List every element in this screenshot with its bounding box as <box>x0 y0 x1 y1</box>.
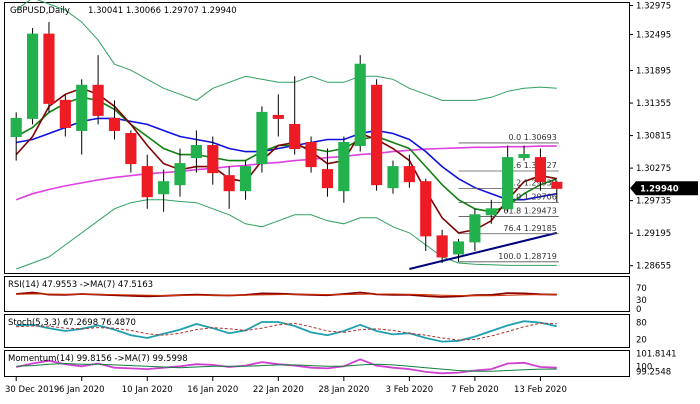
stoch-signal-line <box>16 322 557 341</box>
time-tick-label: 10 Jan 2020 <box>122 385 173 395</box>
candle-body <box>223 175 235 192</box>
candle-body <box>239 166 252 192</box>
indicator-panels: 70 300 RSI(14) 47.9553 ->MA(7) 47.5163 80 20… <box>8 280 677 378</box>
candle-body <box>436 235 448 258</box>
candle-body <box>10 117 22 137</box>
overlay-line <box>16 199 557 270</box>
momentum-tick-label: 101.8141 <box>636 350 677 360</box>
candle-body <box>452 241 465 255</box>
time-tick-label: 16 Jan 2020 <box>187 385 238 395</box>
momentum-tick-label: 99.2548 <box>636 368 671 378</box>
candle-body <box>272 114 284 119</box>
price-axis: 1.32975 1.32495 1.31895 1.31355 1.30815 1.302… <box>629 2 671 272</box>
candle-body <box>190 145 202 159</box>
fibonacci-levels: 0.0 1.30693 23.6 1.30227 38.2 1.29939 50.0 … <box>458 133 559 263</box>
fib-label: 0.0 1.30693 <box>508 133 556 142</box>
candle-body <box>26 33 39 119</box>
rsi-tick-label: 0 <box>636 305 641 315</box>
candlesticks <box>10 22 563 263</box>
ohlc-label: 1.30041 1.30066 1.29707 1.29940 <box>88 6 237 16</box>
overlay-line <box>15 145 557 201</box>
candle-body <box>207 145 219 174</box>
symbol-label: GBPUSD,Daily <box>10 6 70 16</box>
momentum-tick-label: 100 <box>636 362 652 372</box>
rsi-label: RSI(14) 47.9553 ->MA(7) 47.5163 <box>8 280 153 290</box>
price-tick-label: 1.30815 <box>636 132 671 142</box>
candle-body <box>338 142 350 192</box>
candle-body <box>305 142 317 168</box>
candle-body <box>125 132 137 165</box>
fib-label: 38.2 1.29939 <box>503 178 556 187</box>
time-tick-label: 22 Jan 2020 <box>253 385 304 395</box>
candle-body <box>59 99 71 128</box>
current-price-label: 1.29940 <box>640 184 679 194</box>
price-tick-label: 1.31355 <box>636 99 671 109</box>
time-tick-label: 28 Jan 2020 <box>318 385 369 395</box>
price-tick-label: 1.29195 <box>636 229 671 239</box>
time-tick-label: 6 Jan 2020 <box>59 385 105 395</box>
candle-body <box>108 117 121 131</box>
candle-body <box>321 169 334 189</box>
candle-body <box>403 166 415 183</box>
candle-body <box>289 123 301 150</box>
time-tick-label: 30 Dec 2019 <box>5 385 59 395</box>
time-tick-label: 7 Feb 2020 <box>451 385 499 395</box>
rsi-tick-label: 30 <box>636 296 647 306</box>
price-tick-label: 1.32975 <box>636 2 671 12</box>
price-tick-label: 1.28655 <box>636 262 671 272</box>
stoch-panel-frame <box>4 314 630 348</box>
candle-body <box>174 163 186 186</box>
stoch-label: Stoch(5,3,3) 67.2698 76.4870 <box>8 318 136 328</box>
candle-body <box>371 84 383 186</box>
candle-body <box>518 154 530 159</box>
overlay-line <box>15 87 557 234</box>
candle-body <box>420 181 432 237</box>
time-tick-label: 3 Feb 2020 <box>386 385 434 395</box>
price-tick-label: 1.32495 <box>636 30 671 40</box>
momentum-signal-line <box>16 362 557 372</box>
candle-body <box>387 166 399 189</box>
price-tick-label: 1.31895 <box>636 67 671 77</box>
candle-body <box>485 208 497 216</box>
stoch-tick-label: 20 <box>636 335 647 345</box>
candle-body <box>551 181 563 189</box>
rsi-panel-frame <box>4 276 630 312</box>
time-axis: 30 Dec 2019 6 Jan 2020 10 Jan 2020 16 Jan 2… <box>5 377 567 395</box>
fib-label: 76.4 1.29185 <box>503 224 556 233</box>
candle-body <box>256 111 268 165</box>
candle-body <box>534 157 547 183</box>
overlay-line <box>16 117 557 201</box>
main-panel-frame <box>4 2 630 274</box>
fib-label: 50.0 1.29706 <box>503 192 556 201</box>
fib-label: 23.6 1.30227 <box>503 161 556 170</box>
candle-body <box>141 166 153 198</box>
candle-body <box>502 157 514 210</box>
fib-label: 100.0 1.28719 <box>498 252 557 261</box>
candle-body <box>354 63 366 147</box>
price-tick-label: 1.29735 <box>636 197 671 207</box>
candle-body <box>469 214 481 243</box>
moving-average-overlays <box>15 0 558 270</box>
momentum-label: Momentum(14) 99.8156 ->MA(7) 99.5998 <box>8 354 188 364</box>
price-tick-label: 1.30275 <box>636 164 671 174</box>
time-tick-label: 13 Feb 2020 <box>514 385 567 395</box>
candle-body <box>158 181 170 195</box>
overlay-line <box>15 96 558 213</box>
current-price-marker <box>630 181 698 196</box>
stoch-tick-label: 80 <box>636 319 647 329</box>
rsi-signal-line <box>16 293 557 297</box>
overlay-line <box>15 0 557 101</box>
candle-body <box>92 84 104 116</box>
trendline <box>409 231 558 270</box>
rsi-tick-label: 70 <box>636 284 647 294</box>
candle-body <box>43 33 55 104</box>
candle-body <box>76 84 88 131</box>
momentum-panel-frame <box>4 350 630 377</box>
fib-label: 61.8 1.29473 <box>503 206 556 215</box>
